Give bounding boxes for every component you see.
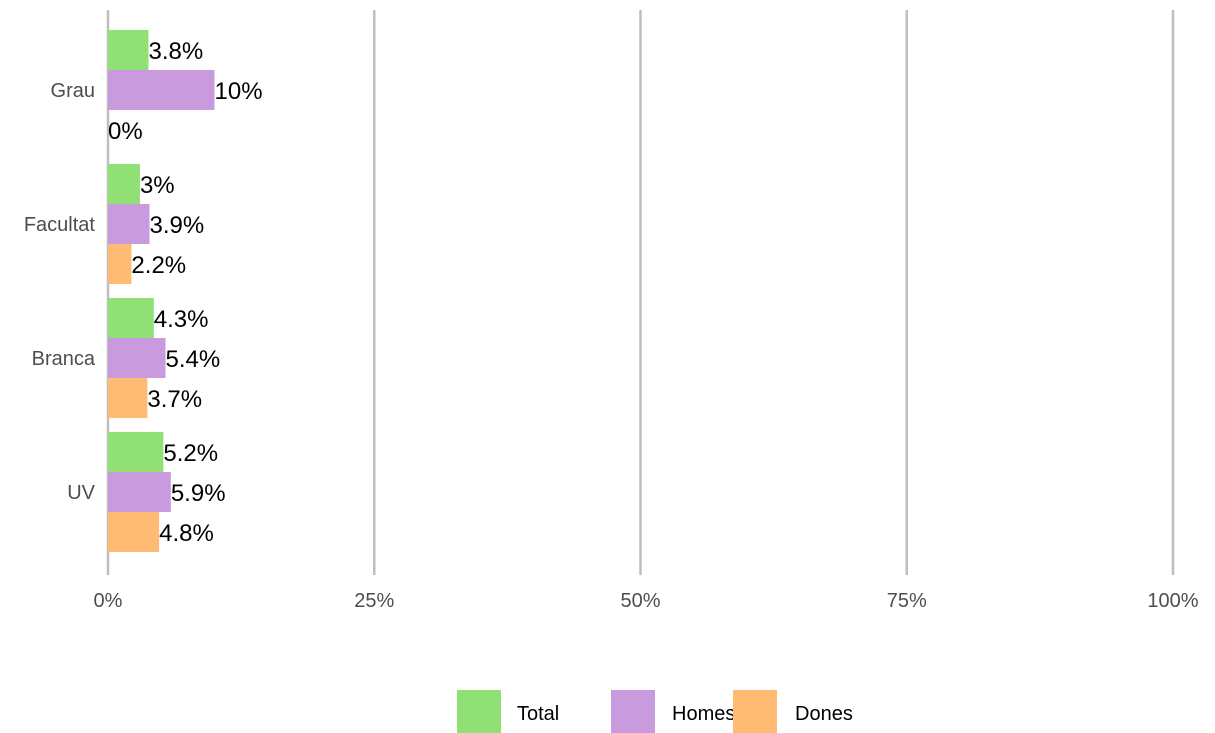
y-axis: Grau Facultat Branca UV [24,80,96,504]
bar-grau-total [108,30,149,70]
data-label: 5.4% [166,346,221,373]
data-label: 3.9% [150,212,205,239]
bar-facultat-total [108,164,140,204]
bar-uv-total [108,432,164,472]
data-labels: 3.8% 10% 0% 3% 3.9% 2.2% 4.3% 5.4% 3.7% 5.2% 5.9% 4… [108,38,263,547]
data-label: 5.9% [171,480,226,507]
legend-label-total: Total [517,703,559,725]
data-label: 3.7% [147,386,202,413]
bar-facultat-homes [108,204,150,244]
bars [108,30,215,552]
y-tick-label: Branca [32,348,96,370]
data-label: 4.3% [154,306,209,333]
bar-branca-homes [108,338,166,378]
x-tick-label: 0% [94,590,123,612]
y-tick-label: Facultat [24,214,96,236]
legend-key-homes [611,690,655,733]
legend-label-dones: Dones [795,703,853,725]
data-label: 3% [140,172,175,199]
legend: Total Homes Dones [457,690,853,733]
x-tick-label: 75% [887,590,927,612]
grid-lines [106,10,1175,575]
legend-key-dones [733,690,777,733]
bar-branca-dones [108,378,148,418]
legend-key-total [457,690,501,733]
bar-uv-dones [108,512,160,552]
bar-branca-total [108,298,154,338]
data-label: 4.8% [159,520,214,547]
bar-uv-homes [108,472,171,512]
x-tick-label: 25% [354,590,394,612]
legend-label-homes: Homes [672,703,735,725]
bar-facultat-dones [108,244,132,284]
x-tick-label: 50% [620,590,660,612]
data-label: 5.2% [163,440,218,467]
data-label: 0% [108,118,143,145]
data-label: 2.2% [131,252,186,279]
y-tick-label: Grau [51,80,95,102]
bar-grau-homes [108,70,215,110]
y-tick-label: UV [67,482,95,504]
x-axis: 0% 25% 50% 75% 100% [94,590,1199,612]
data-label: 3.8% [148,38,203,65]
data-label: 10% [215,78,263,105]
x-tick-label: 100% [1147,590,1198,612]
